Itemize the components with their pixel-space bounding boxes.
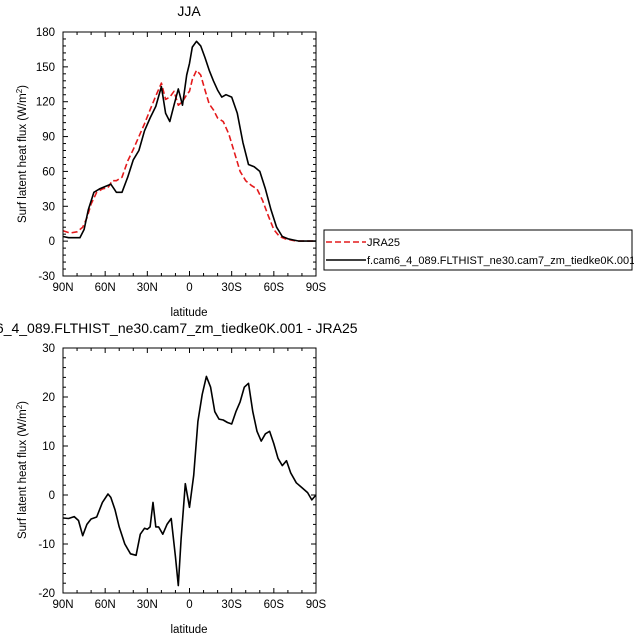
top-xtick-label: 0: [186, 282, 192, 294]
top-xtick-label: 30N: [137, 282, 158, 294]
top-xtick-label: 60N: [95, 282, 116, 294]
bottom-ytick-label: -20: [38, 588, 55, 600]
top-ytick-label: -30: [38, 271, 55, 283]
bottom-xtick-label: 0: [186, 599, 192, 611]
top-panel-series: [62, 40, 316, 242]
bottom-panel-xlabel: latitude: [170, 624, 207, 636]
top-ytick-label: 150: [36, 62, 55, 74]
top-xtick-label: 60S: [264, 282, 285, 294]
legend-label-jra25: JRA25: [367, 237, 400, 249]
bottom-xtick-label: 30S: [221, 599, 242, 611]
top-ytick-label: 180: [36, 27, 55, 39]
top-ytick-label: 60: [42, 166, 55, 178]
bottom-panel-title: am6_4_089.FLTHIST_ne30.cam7_zm_tiedke0K.…: [0, 320, 358, 336]
top-panel: JJA 90N 60N 30N 0 30S 60S 90S -30 0 30 60 90 120 150 1…: [15, 3, 327, 319]
bottom-panel-axes: 90N 60N 30N 0 30S 60S 90S -20 -10 0 10 20 30: [38, 343, 326, 611]
bottom-xtick-label: 60S: [264, 599, 285, 611]
top-xtick-label: 90S: [306, 282, 327, 294]
top-series-line-0: [62, 69, 316, 242]
bottom-panel: am6_4_089.FLTHIST_ne30.cam7_zm_tiedke0K.…: [0, 320, 358, 636]
bottom-xtick-label: 90S: [306, 599, 327, 611]
bottom-panel-frame: [62, 347, 317, 594]
top-ytick-label: 30: [42, 201, 55, 213]
legend-label-model: f.cam6_4_089.FLTHIST_ne30.cam7_zm_tiedke…: [367, 255, 634, 267]
bottom-ytick-label: 20: [42, 392, 55, 404]
bottom-series-line-0: [62, 375, 317, 587]
bottom-ytick-label: 30: [42, 343, 55, 355]
bottom-panel-series: [62, 375, 317, 587]
bottom-ytick-label: 0: [49, 490, 55, 502]
legend: JRA25 f.cam6_4_089.FLTHIST_ne30.cam7_zm_…: [323, 229, 634, 271]
top-ytick-label: 0: [49, 236, 55, 248]
bottom-ytick-label: 10: [42, 441, 55, 453]
bottom-ytick-label: -10: [38, 539, 55, 551]
top-panel-ylabel: Surf latent heat flux (W/m2): [15, 85, 30, 223]
top-panel-title: JJA: [177, 3, 201, 19]
top-ytick-label: 90: [42, 132, 55, 144]
bottom-xtick-label: 30N: [137, 599, 158, 611]
top-ytick-label: 120: [36, 97, 55, 109]
top-panel-xlabel: latitude: [170, 307, 207, 319]
top-xtick-label: 30S: [221, 282, 242, 294]
bottom-xtick-label: 60N: [95, 599, 116, 611]
top-panel-axes: 90N 60N 30N 0 30S 60S 90S -30 0 30 60 90 120 150 180: [36, 27, 327, 294]
top-panel-frame: [62, 31, 317, 277]
bottom-xtick-label: 90N: [52, 599, 73, 611]
top-xtick-label: 90N: [52, 282, 73, 294]
legend-box: [323, 229, 633, 271]
bottom-panel-ylabel: Surf latent heat flux (W/m2): [15, 401, 30, 539]
top-series-line-1: [62, 40, 316, 242]
